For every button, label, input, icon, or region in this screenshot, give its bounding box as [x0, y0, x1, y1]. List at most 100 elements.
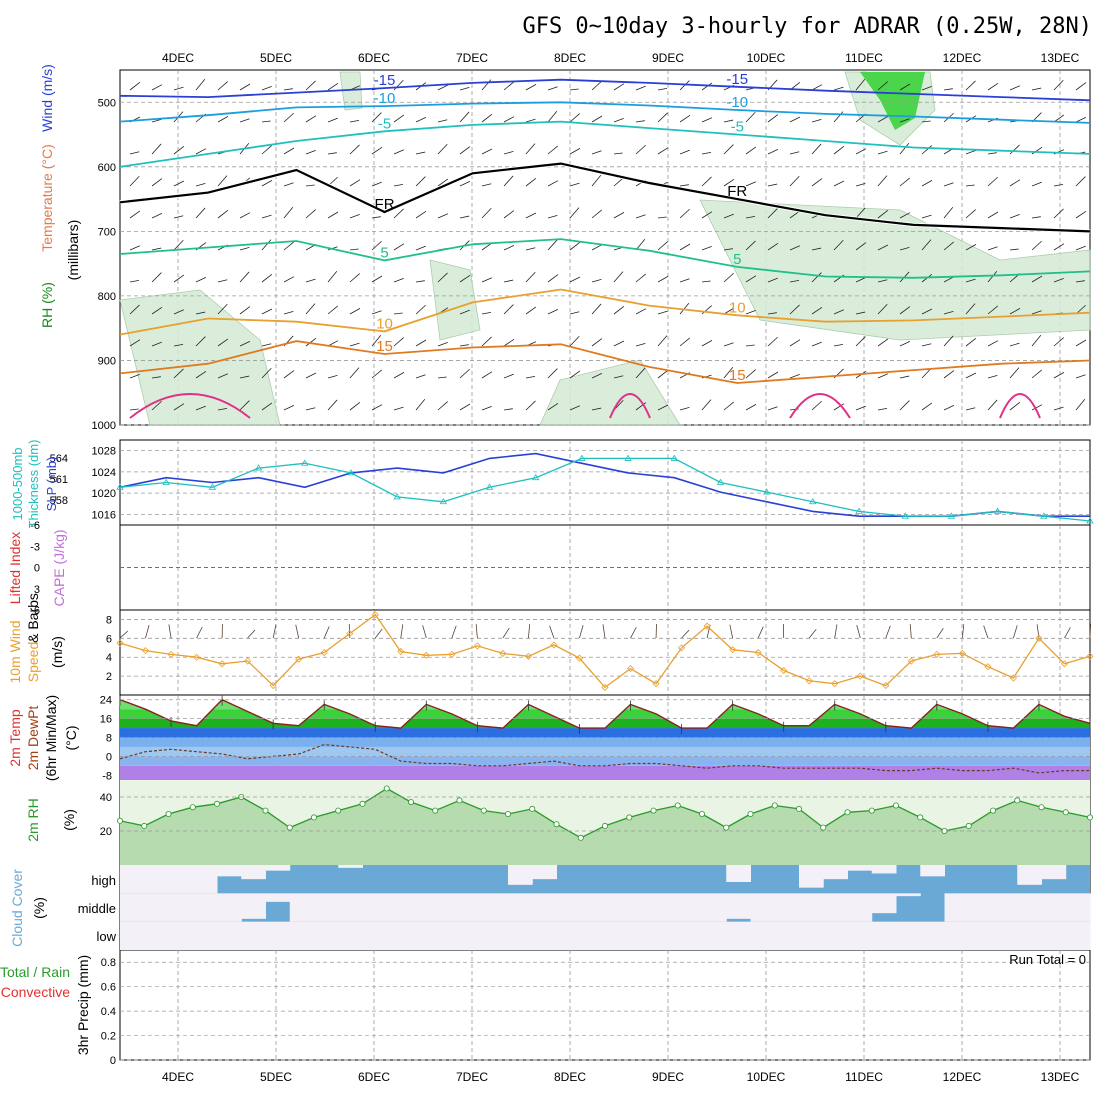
wind-barb — [855, 405, 866, 411]
temp-band — [120, 746, 1090, 757]
wind-barb — [767, 406, 778, 411]
rh-marker — [286, 824, 293, 831]
wind-speed-marker — [550, 641, 558, 649]
wind-barb — [745, 310, 756, 315]
rh-marker — [480, 807, 487, 814]
wind-barb — [283, 405, 295, 411]
wind-barb — [723, 367, 734, 379]
wind-barb — [437, 178, 449, 187]
wind-barb — [877, 244, 889, 251]
wind-speed-marker — [1086, 652, 1094, 660]
cloud-gap — [241, 921, 266, 950]
cloud-gap — [265, 921, 291, 950]
wind-barb — [657, 404, 669, 411]
wind-barb — [921, 367, 932, 379]
cloud-gap — [993, 893, 1018, 922]
wind-barb — [833, 111, 844, 123]
cloud-gap — [920, 921, 945, 950]
stability-ylabel: Lifted Index CAPE (J/kg) — [7, 529, 67, 606]
wind-barb — [1053, 183, 1064, 187]
wind-barb — [855, 148, 867, 155]
wind-barb-10m — [247, 629, 256, 639]
wind-barb — [503, 338, 515, 347]
wind-barb — [965, 184, 975, 187]
day-label: 12DEC — [943, 51, 982, 65]
pressure-tick: 700 — [98, 226, 116, 238]
rh-marker — [213, 800, 220, 807]
wind-barb — [635, 144, 646, 155]
wind-barb — [217, 407, 228, 411]
cloud-gap — [605, 921, 630, 950]
contour-label: -15 — [726, 71, 748, 88]
wind-barb — [151, 143, 162, 155]
wind-barb — [217, 373, 229, 379]
wind-barb — [855, 207, 866, 219]
wind-barb — [899, 177, 911, 187]
cloud-gap — [580, 921, 606, 950]
rh-tick: 40 — [100, 792, 112, 804]
wind-barb — [613, 305, 625, 315]
wind-barb — [173, 239, 184, 251]
wind-barb — [1053, 337, 1064, 347]
cloud-gap — [120, 865, 145, 894]
wind-barb — [943, 207, 954, 219]
wind-speed-marker — [575, 654, 584, 662]
wind-barb — [481, 148, 493, 155]
slp-ylabel: 1000-500mb Thickness (dm) SLP (mb) — [10, 440, 59, 529]
slp-tick: 1016 — [92, 509, 116, 521]
cloud-gap — [653, 893, 679, 922]
temp-tick: 0 — [106, 751, 112, 763]
dewpoint-line — [119, 743, 1090, 774]
wind-barb — [1009, 401, 1021, 411]
cloud-level-label: low — [96, 929, 116, 944]
lifted-index-tick: -6 — [30, 520, 40, 532]
rh-marker — [310, 814, 317, 821]
wind-barb — [965, 209, 976, 219]
wind-barb — [129, 339, 141, 347]
thickness-tick: 564 — [50, 453, 68, 465]
wind-barb — [503, 408, 513, 411]
wind-barb — [151, 213, 163, 219]
wind-barb — [591, 279, 602, 283]
wind-barb — [833, 239, 844, 251]
cloud-gap — [653, 921, 679, 950]
rh-marker — [990, 807, 997, 814]
wind-barb — [459, 111, 470, 123]
wind-barb — [173, 343, 184, 347]
cloud-gap — [1065, 921, 1091, 950]
cloud-gap — [871, 865, 897, 874]
slp-tick: 1020 — [92, 488, 116, 500]
cloud-gap — [774, 921, 800, 950]
wind-barb — [723, 144, 734, 155]
wind-speed-marker — [958, 649, 966, 658]
rh-marker — [699, 811, 706, 818]
wind-barb — [129, 210, 141, 219]
cloud-gap — [871, 921, 897, 950]
wind-barb-10m — [323, 626, 330, 639]
wind-speed-marker — [473, 642, 481, 650]
wind-barb — [701, 176, 712, 187]
wind-barb — [349, 214, 360, 219]
slp-tick: 1024 — [92, 467, 116, 479]
wind-barb — [503, 279, 514, 283]
slp-tick: 1028 — [92, 446, 116, 458]
wind-barb — [283, 147, 295, 155]
wind-barb — [415, 176, 426, 187]
panel-frame — [119, 439, 1091, 526]
wind-barb — [987, 176, 998, 187]
cloud-gap — [944, 921, 970, 950]
wind-barb — [173, 215, 184, 219]
cloud-gap — [847, 921, 873, 950]
rh2m-panel: 40 20 2m RH (%) — [25, 780, 1094, 865]
wind-speed-marker — [244, 657, 252, 665]
wind-barb — [349, 119, 360, 123]
contour-label: 5 — [733, 251, 741, 268]
rh-marker — [1062, 809, 1069, 816]
wind-barb — [767, 183, 778, 187]
wind-barb — [1031, 216, 1041, 219]
ylabel-ms: (m/s) — [49, 636, 65, 668]
wind-barb — [415, 339, 427, 347]
cloud-gap — [1041, 865, 1067, 880]
ylabel-cloud-pct: (%) — [31, 897, 47, 919]
wind-barb — [327, 271, 338, 283]
